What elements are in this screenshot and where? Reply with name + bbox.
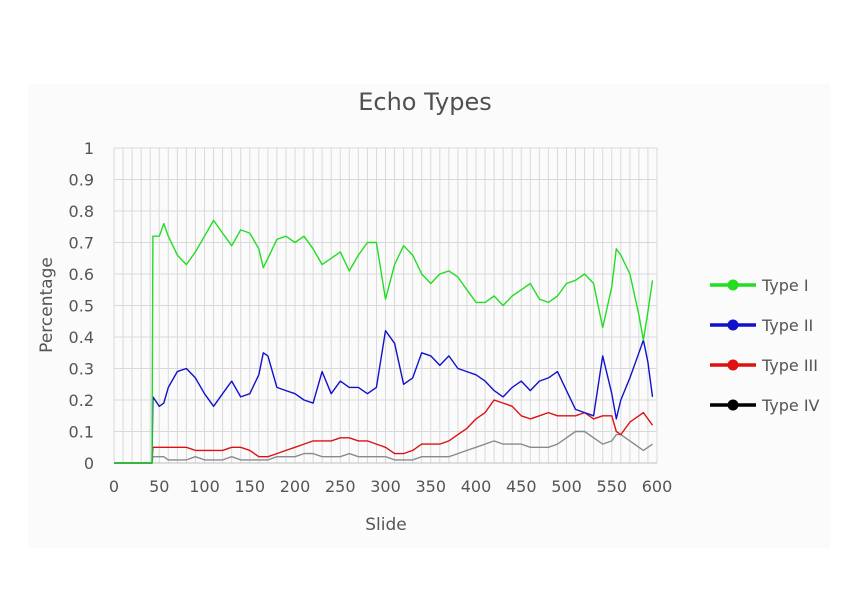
x-tick-label: 250 <box>325 477 356 496</box>
y-tick-label: 1 <box>84 139 94 158</box>
series-line-type-i <box>114 219 654 464</box>
tick-labels: 0 0.1 0.2 0.3 0.4 0.5 0.6 0.7 0.8 0.9 1 0 50 100 150 20… <box>69 139 673 496</box>
x-tick-label: 550 <box>596 477 627 496</box>
plot-area <box>114 219 654 464</box>
chart-panel <box>28 84 830 548</box>
x-tick-label: 600 <box>642 477 673 496</box>
legend-label: Type IV <box>761 396 820 415</box>
legend-label: Type I <box>761 276 809 295</box>
grid <box>113 147 658 464</box>
legend-label: Type II <box>761 316 813 335</box>
series-line-type-iv <box>114 430 653 464</box>
legend-marker <box>727 359 739 371</box>
y-tick-label: 0.8 <box>69 202 94 221</box>
legend-marker <box>727 279 739 291</box>
y-tick-label: 0.1 <box>69 423 94 442</box>
x-tick-label: 200 <box>280 477 311 496</box>
y-tick-label: 0.9 <box>69 171 94 190</box>
legend-marker <box>727 399 739 411</box>
x-axis-title: Slide <box>365 515 407 535</box>
y-tick-label: 0.6 <box>69 265 94 284</box>
y-tick-label: 0.4 <box>69 328 94 347</box>
x-tick-label: 0 <box>109 477 119 496</box>
y-tick-label: 0.5 <box>69 297 94 316</box>
series-line-type-ii <box>114 330 654 464</box>
y-tick-label: 0 <box>84 454 94 473</box>
x-tick-label: 350 <box>415 477 446 496</box>
x-tick-label: 400 <box>461 477 492 496</box>
x-tick-label: 150 <box>234 477 265 496</box>
y-tick-label: 0.3 <box>69 360 94 379</box>
x-tick-label: 500 <box>551 477 582 496</box>
x-tick-label: 450 <box>506 477 537 496</box>
legend: Type I Type II Type III Type IV <box>710 276 820 415</box>
legend-label: Type III <box>761 356 818 375</box>
x-tick-label: 100 <box>189 477 220 496</box>
y-axis-title: Percentage <box>37 257 57 353</box>
series-line-type-iii <box>114 399 654 464</box>
y-tick-label: 0.7 <box>69 234 94 253</box>
chart-title: Echo Types <box>358 88 492 116</box>
x-tick-label: 50 <box>149 477 169 496</box>
x-tick-label: 300 <box>370 477 401 496</box>
y-tick-label: 0.2 <box>69 391 94 410</box>
legend-marker <box>727 319 739 331</box>
